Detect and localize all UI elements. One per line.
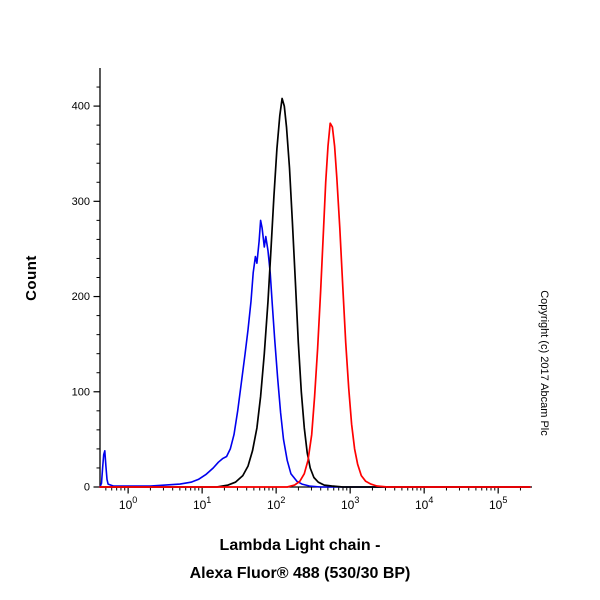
y-tick-label: 0 bbox=[84, 482, 90, 494]
x-tick-label: 102 bbox=[267, 495, 285, 512]
blue-curve bbox=[99, 219, 531, 488]
x-tick-label: 100 bbox=[119, 495, 137, 512]
x-tick-label: 104 bbox=[415, 495, 433, 512]
chart-title-line1: Lambda Light chain - bbox=[219, 537, 381, 554]
chart-title: Lambda Light chain - Alexa Fluor® 488 (5… bbox=[0, 532, 600, 588]
copyright-text: Copyright (c) 2017 Abcam Plc bbox=[538, 290, 550, 436]
x-tick-label: 101 bbox=[193, 495, 211, 512]
y-axis-label: Count bbox=[23, 255, 40, 301]
chart-title-line2: Alexa Fluor® 488 (530/30 BP) bbox=[189, 565, 411, 582]
y-tick-label: 400 bbox=[72, 101, 90, 113]
y-tick-label: 200 bbox=[72, 291, 90, 303]
black-curve bbox=[99, 97, 531, 488]
y-tick-label: 300 bbox=[72, 196, 90, 208]
red-curve bbox=[99, 122, 531, 488]
x-tick-label: 105 bbox=[489, 495, 507, 512]
x-tick-label: 103 bbox=[341, 495, 359, 512]
y-tick-label: 100 bbox=[72, 386, 90, 398]
